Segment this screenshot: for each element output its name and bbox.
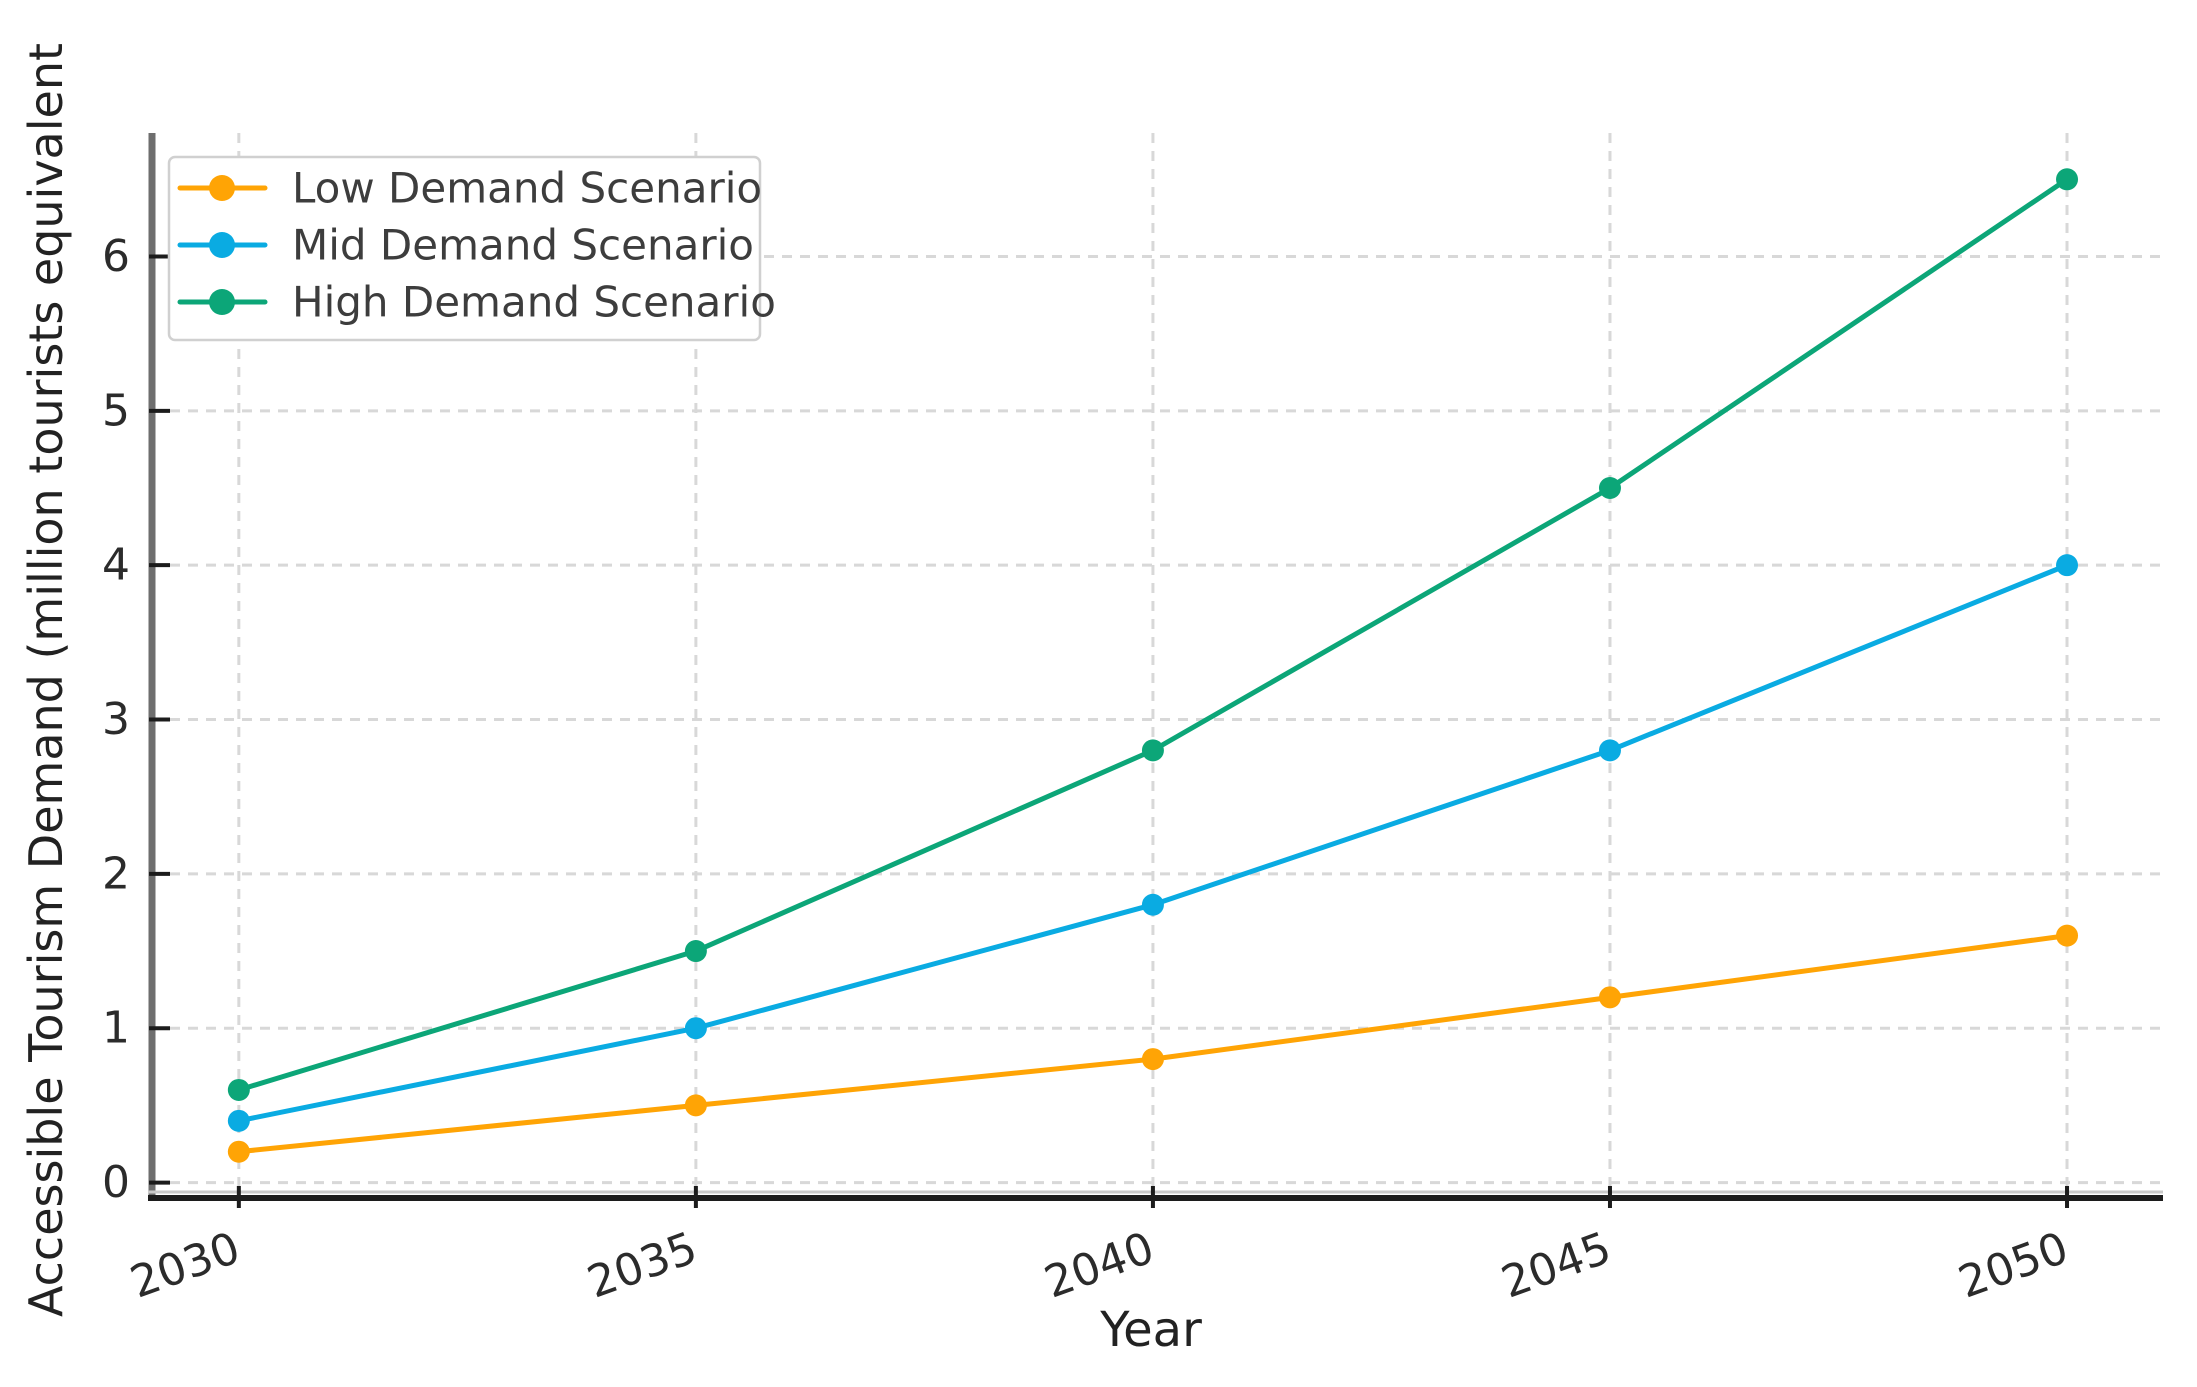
data-point-high-demand-scenario — [2056, 168, 2079, 191]
y-axis-title: Accessible Tourism Demand (million touri… — [19, 42, 73, 1318]
data-point-mid-demand-scenario — [2056, 554, 2079, 577]
data-point-high-demand-scenario — [1598, 477, 1621, 499]
legend-label-mid-demand-scenario: Mid Demand Scenario — [292, 221, 754, 270]
legend-marker-low-demand-scenario — [209, 175, 235, 201]
y-axis-tick-label: 3 — [102, 694, 130, 745]
x-axis-tick-label: 2040 — [1038, 1222, 1161, 1308]
data-point-high-demand-scenario — [684, 940, 707, 963]
data-point-low-demand-scenario — [1598, 986, 1621, 1009]
y-axis-tick-label: 0 — [102, 1157, 130, 1208]
x-axis-tick-label: 2030 — [124, 1222, 247, 1308]
legend-label-high-demand-scenario: High Demand Scenario — [292, 278, 776, 327]
y-axis-tick-label: 5 — [102, 385, 130, 436]
legend-marker-mid-demand-scenario — [209, 232, 235, 258]
data-point-mid-demand-scenario — [1598, 739, 1621, 762]
legend-marker-high-demand-scenario — [209, 289, 235, 315]
data-point-high-demand-scenario — [1141, 739, 1164, 762]
data-point-high-demand-scenario — [227, 1078, 250, 1101]
x-axis-tick-label: 2035 — [581, 1222, 704, 1308]
data-point-low-demand-scenario — [684, 1094, 707, 1117]
data-point-mid-demand-scenario — [1141, 893, 1164, 916]
data-point-low-demand-scenario — [2056, 924, 2079, 947]
y-axis-tick-label: 6 — [102, 231, 130, 282]
data-point-mid-demand-scenario — [227, 1109, 250, 1132]
x-axis-tick-label: 2045 — [1495, 1222, 1618, 1308]
y-axis-tick-label: 2 — [102, 848, 130, 899]
x-axis-tick-label: 2050 — [1952, 1222, 2075, 1308]
data-point-mid-demand-scenario — [684, 1017, 707, 1040]
data-point-low-demand-scenario — [227, 1140, 250, 1163]
y-axis-tick-label: 4 — [102, 540, 130, 591]
legend-label-low-demand-scenario: Low Demand Scenario — [292, 164, 762, 213]
y-axis-tick-label: 1 — [102, 1003, 130, 1054]
x-axis-title: Year — [1100, 1302, 1202, 1358]
legend-box — [167, 155, 762, 342]
data-point-low-demand-scenario — [1141, 1048, 1164, 1071]
